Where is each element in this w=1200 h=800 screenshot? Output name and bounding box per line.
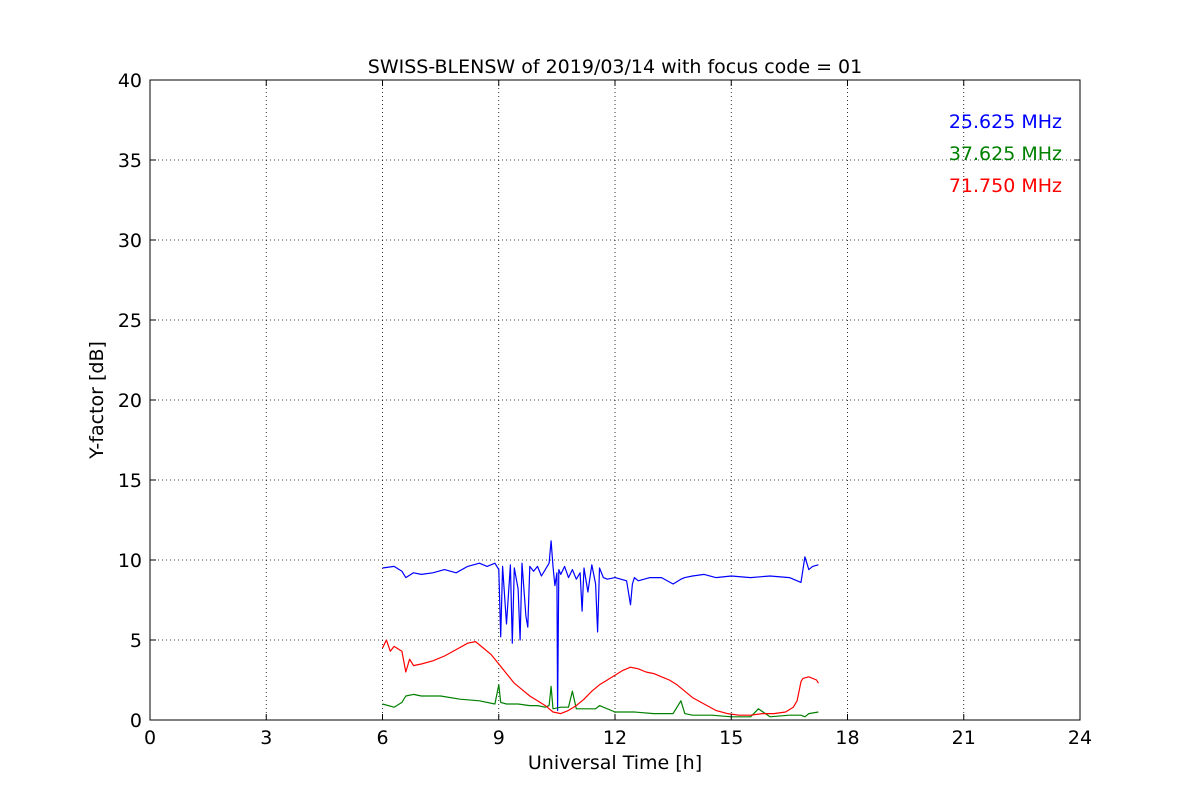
y-tick-label: 0 bbox=[130, 710, 142, 732]
y-tick-label: 40 bbox=[118, 70, 142, 92]
legend-entry-1: 25.625 MHz bbox=[949, 111, 1062, 133]
x-tick-label: 18 bbox=[835, 727, 859, 749]
y-tick-label: 35 bbox=[118, 150, 142, 172]
y-tick-label: 20 bbox=[118, 390, 142, 412]
x-tick-label: 24 bbox=[1068, 727, 1092, 749]
tick-labels: 0 3 6 9 12 15 18 21 24 0 5 10 15 20 25 30 35 40 bbox=[118, 70, 1092, 749]
y-tick-label: 10 bbox=[118, 550, 142, 572]
x-tick-label: 15 bbox=[719, 727, 743, 749]
x-tick-label: 3 bbox=[260, 727, 272, 749]
series-layer bbox=[381, 540, 819, 718]
x-axis-title: Universal Time [h] bbox=[528, 752, 702, 774]
chart-title: SWISS-BLENSW of 2019/03/14 with focus co… bbox=[368, 56, 862, 78]
y-tick-label: 15 bbox=[118, 470, 142, 492]
y-tick-label: 5 bbox=[130, 630, 142, 652]
ticks bbox=[149, 79, 1081, 721]
x-tick-label: 9 bbox=[493, 727, 505, 749]
y-axis-title: Y-factor [dB] bbox=[86, 341, 108, 460]
x-tick-label: 6 bbox=[376, 727, 388, 749]
legend-entry-3: 71.750 MHz bbox=[949, 175, 1062, 197]
y-tick-label: 30 bbox=[118, 230, 142, 252]
x-tick-label: 0 bbox=[144, 727, 156, 749]
y-tick-label: 25 bbox=[118, 310, 142, 332]
series-line-1 bbox=[382, 540, 819, 712]
x-tick-label: 21 bbox=[952, 727, 976, 749]
x-tick-label: 12 bbox=[603, 727, 627, 749]
legend-entry-2: 37.625 MHz bbox=[949, 143, 1062, 165]
grid bbox=[150, 80, 1080, 720]
series-line-3 bbox=[381, 639, 819, 716]
series-line-2 bbox=[382, 684, 819, 718]
legend: 25.625 MHz 37.625 MHz 71.750 MHz bbox=[949, 111, 1062, 197]
